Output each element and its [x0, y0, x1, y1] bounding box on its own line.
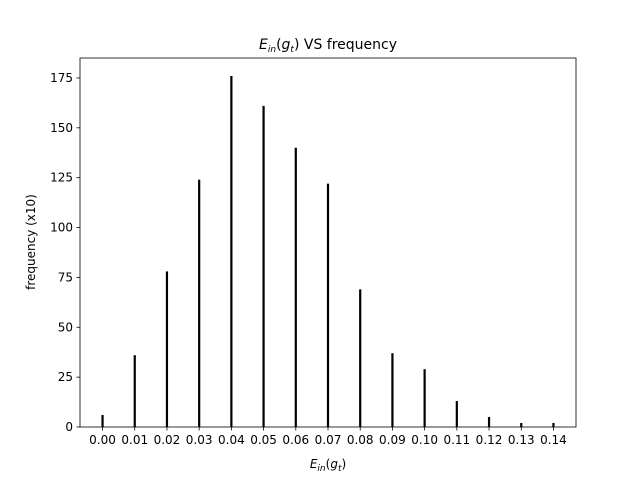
x-tick-label-0.07: 0.07 — [315, 433, 342, 447]
y-tick-label-100: 100 — [50, 221, 73, 235]
bar-0.14 — [552, 423, 555, 427]
xlabel-e: E — [310, 457, 318, 471]
title-g-subscript: t — [290, 45, 294, 55]
y-tick-label-0: 0 — [65, 420, 73, 434]
bar-0.04 — [230, 75, 233, 427]
bar-0.05 — [262, 105, 265, 428]
y-tick-label-25: 25 — [58, 370, 73, 384]
x-tick-label-0.11: 0.11 — [443, 433, 470, 447]
x-tick-label-0.14: 0.14 — [540, 433, 567, 447]
y-tick-label-175: 175 — [50, 71, 73, 85]
x-tick-label-0.01: 0.01 — [121, 433, 148, 447]
plot-area: 0.00 0.01 0.02 0.03 0.04 0.05 0.06 0.07 0.08 0.09… — [50, 57, 577, 447]
x-tick-label-0.00: 0.00 — [89, 433, 116, 447]
xlabel-close-paren: ) — [341, 457, 346, 471]
bar-0.11 — [455, 401, 458, 427]
xlabel-open-paren: ( — [326, 457, 331, 471]
y-tick-label-50: 50 — [58, 320, 73, 334]
y-tick-label-125: 125 — [50, 171, 73, 185]
title-close-paren: ) — [294, 37, 299, 53]
x-tick-label-0.03: 0.03 — [186, 433, 213, 447]
x-tick-label-0.06: 0.06 — [282, 433, 309, 447]
title-open-paren: ( — [276, 37, 281, 53]
xlabel-g-subscript: t — [338, 464, 342, 474]
y-tick-label-150: 150 — [50, 121, 73, 135]
x-tick-label-0.12: 0.12 — [476, 433, 503, 447]
bar-0.08 — [359, 289, 362, 427]
bar-0.07 — [326, 183, 330, 427]
title-e-subscript: in — [268, 45, 277, 55]
title-rest: VS frequency — [299, 37, 397, 53]
title-e: E — [259, 37, 268, 53]
x-tick-label-0.02: 0.02 — [154, 433, 181, 447]
xlabel-g: g — [330, 457, 338, 471]
bar-0.03 — [198, 179, 201, 427]
bar-0.02 — [165, 271, 169, 427]
bar-0.09 — [391, 353, 394, 427]
x-tick-label-0.09: 0.09 — [379, 433, 406, 447]
x-tick-label-0.13: 0.13 — [508, 433, 535, 447]
x-axis-label: Ein(gt) — [310, 457, 346, 474]
bar-0.00 — [101, 415, 104, 427]
bar-0.13 — [520, 423, 523, 427]
y-axis-label: frequency (x10) — [24, 194, 38, 290]
bar-0.06 — [294, 147, 297, 427]
bar-0.12 — [487, 417, 491, 427]
xlabel-e-subscript: in — [317, 464, 326, 474]
x-tick-label-0.05: 0.05 — [250, 433, 277, 447]
y-tick-label-75: 75 — [58, 270, 73, 284]
chart-title: Ein(gt) VS frequency — [259, 37, 397, 55]
x-tick-label-0.04: 0.04 — [218, 433, 245, 447]
x-tick-label-0.08: 0.08 — [347, 433, 374, 447]
bar-0.10 — [423, 369, 426, 427]
bar-0.01 — [133, 355, 136, 427]
title-g: g — [282, 37, 291, 53]
x-tick-label-0.10: 0.10 — [411, 433, 438, 447]
